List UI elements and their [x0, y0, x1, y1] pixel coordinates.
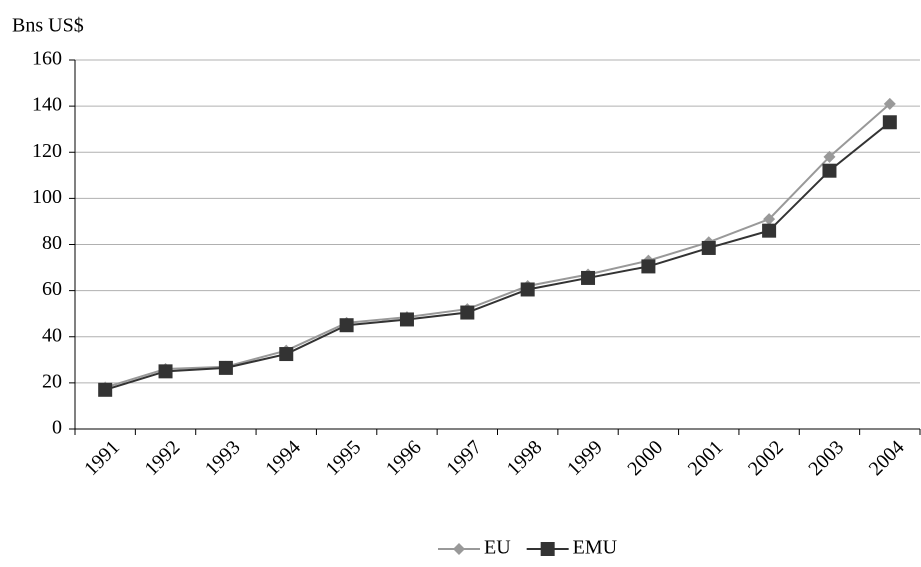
x-tick-label: 1995	[322, 436, 366, 480]
marker	[399, 312, 414, 327]
y-axis-label: Bns US$	[12, 15, 84, 37]
marker	[762, 223, 777, 238]
legend-label: EU	[484, 537, 511, 559]
y-tick-label: 160	[32, 48, 62, 70]
x-tick-label: 1993	[201, 436, 245, 480]
y-tick-label: 120	[32, 140, 62, 162]
marker	[98, 382, 113, 397]
marker	[279, 347, 294, 362]
x-tick-label: 2004	[865, 436, 909, 480]
x-tick-label: 1992	[140, 436, 184, 480]
marker	[823, 150, 836, 163]
x-tick-label: 1994	[261, 436, 305, 480]
x-tick-label: 2003	[804, 436, 848, 480]
marker	[453, 543, 465, 555]
marker	[540, 542, 555, 556]
x-tick-label: 2002	[744, 436, 788, 480]
x-tick-label: 1991	[80, 436, 124, 480]
x-tick-label: 1997	[442, 436, 486, 480]
marker	[339, 318, 354, 333]
y-tick-label: 0	[52, 417, 62, 439]
x-tick-label: 1996	[382, 436, 426, 480]
marker	[520, 282, 535, 297]
marker	[641, 259, 656, 274]
y-tick-label: 60	[42, 278, 62, 300]
x-tick-label: 1998	[503, 436, 547, 480]
marker	[883, 97, 896, 110]
x-tick-label: 2001	[684, 436, 728, 480]
marker	[460, 305, 475, 320]
legend-label: EMU	[573, 537, 618, 559]
y-tick-label: 80	[42, 232, 62, 254]
marker	[218, 360, 233, 375]
y-tick-label: 20	[42, 370, 62, 392]
series-line	[104, 121, 891, 391]
y-tick-label: 100	[32, 186, 62, 208]
marker	[581, 270, 596, 285]
marker	[763, 213, 776, 226]
series-line	[104, 103, 891, 389]
y-tick-label: 40	[42, 324, 62, 346]
marker	[822, 163, 837, 178]
x-tick-label: 1999	[563, 436, 607, 480]
marker	[158, 364, 173, 379]
y-tick-label: 140	[32, 94, 62, 116]
marker	[882, 115, 897, 130]
marker	[701, 240, 716, 255]
x-tick-label: 2000	[623, 436, 667, 480]
